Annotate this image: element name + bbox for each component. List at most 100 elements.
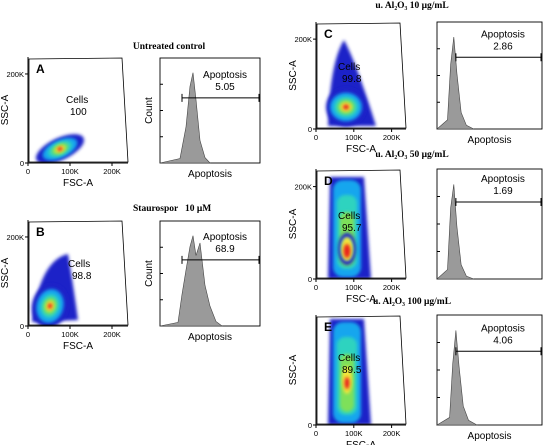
marker-value: 68.9 bbox=[215, 244, 235, 255]
cells-gate bbox=[316, 315, 407, 425]
x-tick-label: 200K bbox=[383, 283, 401, 292]
panel-title: u. Al₂O₃ 10 μg/mL bbox=[375, 1, 448, 11]
y-tick-label: 0 bbox=[20, 322, 24, 331]
density-contour bbox=[344, 377, 350, 389]
cells-gate bbox=[28, 57, 129, 163]
gate-name: Cells bbox=[338, 62, 360, 73]
x-axis-label: FSC-A bbox=[346, 144, 376, 155]
x-axis-label: Apoptosis bbox=[188, 332, 232, 343]
panel-title-a: Untreated control bbox=[133, 42, 206, 52]
histogram-area bbox=[436, 36, 474, 130]
x-axis-label: FSC-A bbox=[346, 440, 376, 445]
panel-letter: B bbox=[36, 225, 45, 239]
y-tick-label: 0 bbox=[20, 159, 24, 168]
y-axis-label: SSC-A bbox=[288, 208, 299, 239]
x-tick-label: 200K bbox=[103, 330, 121, 339]
x-tick-label: 0 bbox=[314, 283, 318, 292]
gate-value: 100 bbox=[70, 107, 87, 118]
marker-name: Apoptosis bbox=[481, 323, 525, 334]
gate-value: 89.5 bbox=[342, 365, 362, 376]
density-contour bbox=[47, 303, 53, 309]
density-plot bbox=[31, 254, 78, 326]
marker-name: Apoptosis bbox=[481, 29, 525, 40]
density-contour bbox=[343, 244, 351, 258]
density-plot bbox=[328, 177, 371, 279]
gate-name: Cells bbox=[68, 259, 90, 270]
y-tick-label: 200K bbox=[6, 70, 24, 79]
density-contour bbox=[57, 146, 63, 152]
panel-title: Untreated control bbox=[133, 42, 206, 52]
panel-title-c: u. Al₂O₃ 10 μg/mL bbox=[375, 1, 448, 11]
y-axis-label: Count bbox=[144, 97, 155, 124]
panel-letter: D bbox=[324, 174, 333, 188]
x-axis-label: Apoptosis bbox=[468, 431, 512, 442]
panel-title-d: u. Al₂O₃ 50 μg/mL bbox=[375, 150, 448, 160]
gate-value: 99.8 bbox=[342, 74, 362, 85]
gate-value: 95.7 bbox=[342, 223, 362, 234]
x-tick-label: 100K bbox=[345, 133, 363, 142]
histogram-area bbox=[435, 330, 479, 426]
y-tick-label: 0 bbox=[308, 275, 312, 284]
marker-name: Apoptosis bbox=[203, 70, 247, 81]
marker-name: Apoptosis bbox=[481, 174, 525, 185]
panel-title-concentration: 10 μM bbox=[185, 204, 211, 214]
panel-letter: E bbox=[324, 320, 332, 334]
y-axis-label: SSC-A bbox=[0, 257, 11, 288]
y-tick-label: 0 bbox=[308, 421, 312, 430]
x-axis-label: Apoptosis bbox=[188, 169, 232, 180]
x-axis-label: FSC-A bbox=[346, 294, 376, 305]
y-axis-label: SSC-A bbox=[0, 94, 11, 125]
x-tick-label: 0 bbox=[314, 429, 318, 438]
marker-value: 5.05 bbox=[215, 82, 235, 93]
panel-letter: C bbox=[324, 27, 333, 41]
y-tick-label: 200K bbox=[294, 183, 312, 192]
x-tick-label: 200K bbox=[103, 167, 121, 176]
marker-value: 1.69 bbox=[493, 186, 513, 197]
cells-gate bbox=[316, 169, 407, 279]
panel-title: u. Al₂O₃ 100 μg/mL bbox=[373, 297, 451, 307]
x-tick-label: 0 bbox=[26, 167, 30, 176]
cells-gate bbox=[316, 22, 407, 129]
panel-letter: A bbox=[36, 62, 45, 76]
x-axis-label: FSC-A bbox=[63, 341, 93, 352]
marker-name: Apoptosis bbox=[203, 232, 247, 243]
histogram-area bbox=[436, 184, 474, 280]
x-tick-label: 200K bbox=[383, 429, 401, 438]
panel-title-b: Staurospor 10 μM bbox=[133, 204, 211, 214]
gate-name: Cells bbox=[66, 95, 88, 106]
gate-name: Cells bbox=[338, 211, 360, 222]
marker-value: 2.86 bbox=[493, 41, 513, 52]
y-tick-label: 0 bbox=[308, 125, 312, 134]
x-tick-label: 0 bbox=[26, 330, 30, 339]
histogram-area bbox=[159, 72, 211, 164]
x-tick-label: 100K bbox=[345, 283, 363, 292]
density-plot bbox=[35, 134, 85, 163]
y-tick-label: 200K bbox=[6, 233, 24, 242]
histogram-frame bbox=[159, 57, 261, 164]
y-axis-label: Count bbox=[144, 260, 155, 287]
x-axis-label: FSC-A bbox=[63, 178, 93, 189]
x-tick-label: 100K bbox=[61, 330, 79, 339]
y-axis-label: SSC-A bbox=[288, 354, 299, 385]
panel-title: Staurospor bbox=[133, 204, 179, 214]
density-contour bbox=[343, 104, 349, 110]
panel-title-e: u. Al₂O₃ 100 μg/mL bbox=[373, 297, 451, 307]
x-tick-label: 200K bbox=[383, 133, 401, 142]
marker-value: 4.06 bbox=[493, 335, 513, 346]
cells-gate bbox=[28, 220, 129, 326]
histogram-area bbox=[159, 235, 223, 327]
gate-value: 98.8 bbox=[72, 271, 92, 282]
gate-name: Cells bbox=[338, 353, 360, 364]
density-plot bbox=[326, 40, 376, 127]
x-tick-label: 100K bbox=[61, 167, 79, 176]
